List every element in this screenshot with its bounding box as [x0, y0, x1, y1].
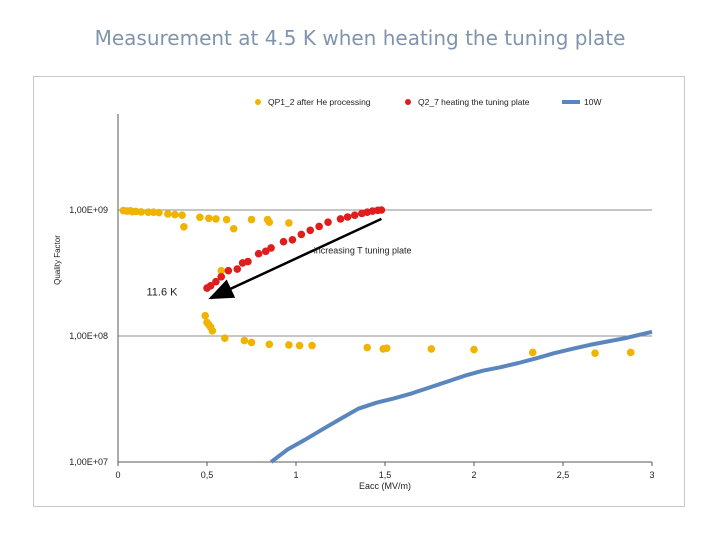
point-q2 — [288, 236, 297, 244]
point-qp1 — [144, 208, 153, 217]
point-qp1 — [295, 341, 304, 350]
x-axis-title: Eacc (MV/m) — [359, 481, 411, 491]
point-qp1 — [247, 215, 256, 224]
x-tick-label: 1,5 — [379, 470, 392, 480]
x-tick-label: 2,5 — [557, 470, 570, 480]
point-q2 — [238, 259, 247, 267]
annotation-increasing-t: increasing T tuning plate — [314, 246, 412, 256]
y-tick-label: 1,00E+09 — [69, 205, 108, 215]
point-q2 — [306, 226, 315, 235]
slide-title: Measurement at 4.5 K when heating the tu… — [94, 26, 626, 50]
point-qp1 — [155, 208, 163, 217]
point-q2 — [224, 266, 233, 275]
point-qp1 — [591, 349, 599, 358]
point-qp1 — [212, 215, 220, 223]
legend-label-q2: Q2_7 heating the tuning plate — [418, 97, 530, 107]
point-qp1 — [222, 215, 231, 224]
point-qp1 — [164, 210, 172, 218]
point-qp1 — [221, 334, 229, 343]
point-qp1 — [217, 266, 226, 275]
point-qp1 — [285, 219, 293, 227]
point-qp1 — [626, 348, 635, 357]
point-qp1 — [178, 211, 186, 219]
point-q2 — [217, 273, 226, 281]
point-q2 — [254, 249, 263, 258]
legend-marker-q2 — [405, 99, 411, 105]
point-qp1 — [180, 223, 188, 231]
point-qp1 — [363, 343, 372, 352]
x-tick-label: 0 — [115, 470, 120, 480]
point-qp1 — [265, 340, 274, 349]
point-qp1 — [247, 338, 256, 347]
point-q2 — [315, 222, 323, 231]
point-qp1 — [201, 311, 210, 320]
point-qp1 — [528, 348, 537, 357]
point-qp1 — [171, 210, 179, 219]
x-tick-label: 2 — [471, 470, 476, 480]
point-q2 — [350, 211, 359, 219]
point-qp1 — [265, 218, 274, 227]
point-qp1 — [470, 345, 478, 354]
legend-label-10w: 10W — [584, 97, 601, 107]
point-qp1 — [229, 224, 238, 233]
point-q2 — [336, 215, 345, 223]
point-q2 — [261, 247, 270, 256]
point-qp1 — [308, 341, 316, 350]
point-qp1 — [285, 341, 293, 349]
point-qp1 — [204, 214, 213, 223]
annotation-arrow — [208, 217, 382, 300]
legend-label-qp1: QP1_2 after He processing — [268, 97, 371, 107]
point-q2 — [279, 237, 288, 246]
point-qp1 — [240, 336, 249, 345]
point-qp1 — [382, 344, 391, 353]
chart-frame — [33, 76, 685, 507]
x-tick-label: 3 — [649, 470, 654, 480]
annotation-11-6k: 11.6 K — [146, 286, 178, 298]
point-qp1 — [137, 208, 145, 216]
x-tick-label: 0,5 — [201, 470, 214, 480]
series-line-10w — [269, 329, 653, 464]
point-q2 — [358, 209, 366, 218]
legend-marker-qp1 — [255, 99, 261, 105]
point-q2 — [297, 230, 306, 239]
point-q2 — [343, 213, 352, 221]
point-q2 — [324, 218, 332, 227]
y-tick-label: 1,00E+07 — [69, 457, 108, 467]
point-qp1 — [208, 326, 217, 335]
y-tick-label: 1,00E+08 — [69, 331, 108, 341]
point-q2 — [203, 284, 211, 292]
x-tick-label: 1 — [293, 470, 298, 480]
point-qp1 — [427, 345, 436, 353]
point-qp1 — [196, 213, 204, 222]
y-axis-title: Quality Factor — [53, 235, 62, 285]
point-q2 — [233, 265, 242, 273]
